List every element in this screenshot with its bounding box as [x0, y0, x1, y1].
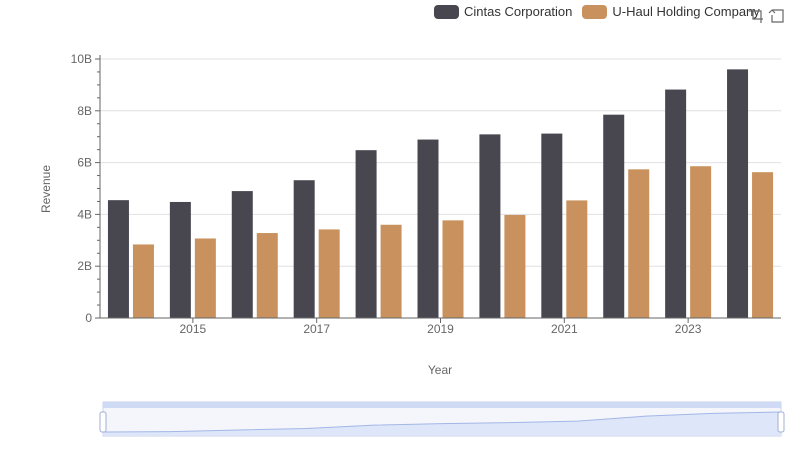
bar-uhaul-2024[interactable] — [752, 172, 774, 318]
bar-uhaul-2016[interactable] — [256, 233, 278, 318]
x-tick-label: 2021 — [551, 322, 578, 336]
bar-uhaul-2014[interactable] — [132, 244, 154, 318]
y-tick-label: 10B — [71, 52, 92, 66]
axes: 0 2B 4B 6B 8B 10B 2015 2017 2019 2021 2023 — [71, 52, 781, 336]
bar-cintas-2015[interactable] — [169, 201, 191, 318]
data-zoom-slider[interactable] — [99, 401, 785, 437]
zoom-move-bar[interactable] — [103, 402, 781, 408]
bar-uhaul-2021[interactable] — [566, 200, 588, 318]
bar-uhaul-2017[interactable] — [318, 229, 340, 318]
bar-uhaul-2022[interactable] — [628, 169, 650, 318]
y-tick-label: 2B — [77, 259, 92, 273]
bar-cintas-2021[interactable] — [541, 133, 563, 318]
legend: Cintas Corporation U-Haul Holding Compan… — [434, 4, 770, 19]
bar-cintas-2016[interactable] — [231, 191, 253, 318]
zoom-preview-line — [102, 411, 782, 433]
x-tick-label: 2017 — [303, 322, 330, 336]
toolbox — [746, 6, 786, 24]
bar-uhaul-2015[interactable] — [194, 238, 216, 318]
y-tick-label: 4B — [77, 207, 92, 221]
bar-cintas-2023[interactable] — [665, 89, 687, 318]
bar-cintas-2017[interactable] — [293, 180, 315, 318]
zoom-icon[interactable] — [748, 6, 766, 24]
bar-uhaul-2019[interactable] — [442, 220, 464, 318]
y-tick-label: 8B — [77, 104, 92, 118]
bar-cintas-2014[interactable] — [107, 200, 129, 318]
zoom-handle-left[interactable] — [99, 411, 107, 433]
legend-item-uhaul[interactable]: U-Haul Holding Company — [582, 4, 760, 19]
legend-label-cintas: Cintas Corporation — [464, 4, 573, 19]
legend-swatch-uhaul — [582, 4, 608, 19]
bar-cintas-2024[interactable] — [727, 69, 749, 318]
y-tick-label: 6B — [77, 156, 92, 170]
bars — [107, 69, 774, 318]
y-tick-label: 0 — [85, 311, 92, 325]
bar-cintas-2022[interactable] — [603, 114, 625, 318]
y-axis-label: Revenue — [39, 165, 53, 213]
legend-label-uhaul: U-Haul Holding Company — [612, 4, 760, 19]
x-tick-label: 2023 — [675, 322, 702, 336]
x-tick-label: 2019 — [427, 322, 454, 336]
bar-uhaul-2020[interactable] — [504, 214, 526, 318]
x-axis-label: Year — [428, 363, 452, 377]
zoom-handle-right[interactable] — [777, 411, 785, 433]
bar-uhaul-2023[interactable] — [690, 166, 712, 318]
x-tick-label: 2015 — [180, 322, 207, 336]
bar-cintas-2019[interactable] — [417, 139, 439, 318]
legend-swatch-cintas — [434, 4, 459, 19]
legend-item-cintas[interactable]: Cintas Corporation — [434, 4, 572, 19]
restore-icon[interactable] — [768, 6, 786, 24]
bar-cintas-2020[interactable] — [479, 134, 501, 318]
bar-cintas-2018[interactable] — [355, 150, 377, 318]
bar-uhaul-2018[interactable] — [380, 224, 402, 318]
